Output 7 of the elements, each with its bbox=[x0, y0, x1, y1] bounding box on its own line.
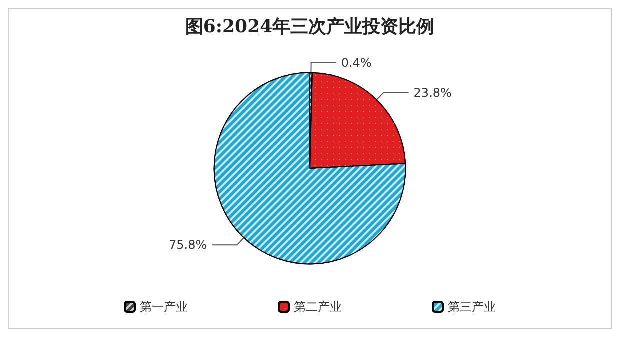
legend-label: 第一产业 bbox=[140, 300, 188, 314]
data-label: 0.4% bbox=[341, 56, 372, 70]
legend-label: 第三产业 bbox=[448, 300, 496, 314]
legend-label: 第二产业 bbox=[294, 300, 342, 314]
data-label: 75.8% bbox=[169, 238, 208, 252]
data-label: 23.8% bbox=[414, 86, 452, 100]
chart-title: 图6:2024年三次产业投资比例 bbox=[185, 16, 435, 38]
